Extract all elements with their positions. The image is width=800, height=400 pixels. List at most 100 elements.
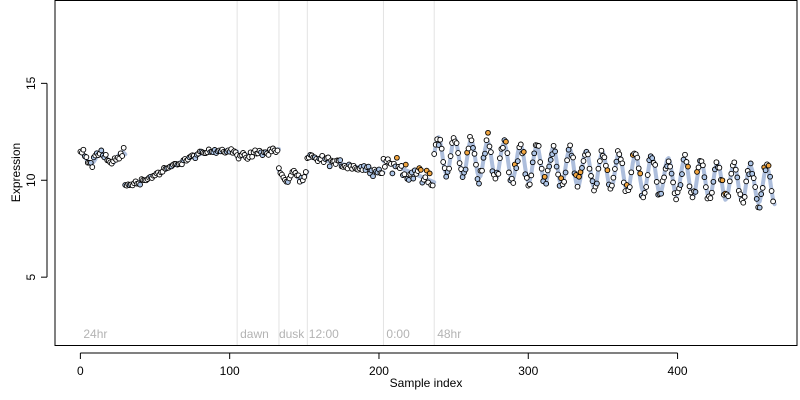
data-point — [83, 154, 90, 160]
data-point — [538, 165, 545, 172]
data-point — [747, 160, 754, 167]
data-point — [686, 183, 693, 190]
data-point — [595, 165, 602, 172]
data-point — [447, 153, 454, 159]
data-point — [443, 173, 450, 180]
data-point — [601, 154, 608, 161]
data-point — [517, 141, 524, 148]
data-point — [482, 150, 488, 157]
y-axis-label: Expression — [9, 143, 23, 202]
data-point — [435, 142, 442, 148]
data-point — [564, 157, 570, 164]
phase-label: 24hr — [83, 327, 107, 341]
data-point — [476, 180, 482, 187]
data-point — [643, 184, 650, 190]
data-point — [382, 163, 388, 170]
data-point — [580, 158, 587, 164]
data-point — [422, 174, 429, 181]
data-point — [637, 170, 644, 177]
phase-label: 0:00 — [386, 327, 410, 341]
data-point — [456, 160, 463, 166]
data-point — [370, 173, 376, 180]
data-point — [719, 177, 726, 184]
data-point — [513, 165, 520, 171]
data-point — [558, 175, 564, 182]
data-point — [337, 157, 344, 163]
data-point — [394, 154, 400, 161]
data-point — [543, 180, 550, 187]
data-point — [553, 163, 560, 170]
data-point — [667, 163, 673, 170]
data-point — [528, 172, 535, 179]
data-point — [628, 169, 635, 176]
data-point — [585, 151, 591, 158]
data-point — [673, 196, 679, 203]
data-point — [586, 165, 593, 172]
data-point — [137, 181, 143, 188]
data-point — [89, 164, 96, 170]
data-point — [732, 166, 739, 173]
x-tick-label: 400 — [668, 364, 688, 378]
data-point — [670, 179, 676, 186]
phase-label: 12:00 — [309, 327, 339, 341]
data-point — [437, 136, 444, 143]
data-point — [734, 174, 741, 181]
data-point — [488, 149, 494, 155]
data-point — [716, 164, 723, 171]
data-point — [426, 170, 433, 177]
y-tick-label: 5 — [24, 274, 38, 281]
data-point — [725, 193, 732, 200]
data-point — [410, 175, 417, 182]
data-point — [535, 143, 542, 149]
x-tick-label: 300 — [518, 364, 538, 378]
data-point — [762, 167, 769, 174]
data-point — [379, 170, 385, 177]
data-point — [506, 169, 512, 176]
data-point — [576, 173, 582, 180]
data-point — [668, 170, 675, 177]
data-point — [731, 159, 738, 166]
data-point — [541, 173, 548, 180]
plot-box — [54, 0, 798, 346]
data-point — [529, 159, 536, 166]
data-point — [440, 159, 447, 165]
data-point — [546, 163, 553, 170]
data-point — [510, 180, 517, 186]
data-point — [710, 178, 717, 185]
data-point — [567, 142, 573, 149]
data-point — [703, 184, 709, 190]
data-point — [767, 173, 773, 180]
data-point — [665, 158, 672, 165]
y-axis: 5 10 15 — [24, 76, 48, 281]
data-point — [741, 194, 748, 200]
data-point — [594, 180, 600, 187]
data-point — [619, 160, 626, 167]
data-point — [770, 198, 776, 205]
data-point — [740, 199, 747, 206]
y-tick-label: 10 — [24, 173, 38, 187]
data-point — [486, 143, 493, 150]
data-point — [701, 174, 708, 181]
data-point — [455, 150, 461, 156]
data-point — [609, 182, 615, 189]
data-point — [453, 140, 460, 146]
phase-labels: 24hr dawn dusk 12:00 0:00 48hr — [83, 327, 461, 341]
data-point — [579, 165, 585, 171]
data-point — [526, 181, 533, 188]
data-point — [326, 163, 333, 170]
data-point — [470, 145, 476, 151]
data-point — [598, 147, 605, 154]
data-point — [713, 159, 720, 166]
data-point — [728, 170, 735, 177]
data-point — [641, 190, 648, 196]
data-point — [471, 150, 478, 157]
data-point — [756, 204, 763, 211]
data-point — [634, 154, 641, 161]
data-point — [514, 158, 521, 164]
data-point — [473, 161, 479, 168]
data-point — [589, 178, 596, 184]
data-point — [265, 152, 272, 158]
data-point — [520, 149, 527, 155]
data-point — [689, 194, 696, 201]
